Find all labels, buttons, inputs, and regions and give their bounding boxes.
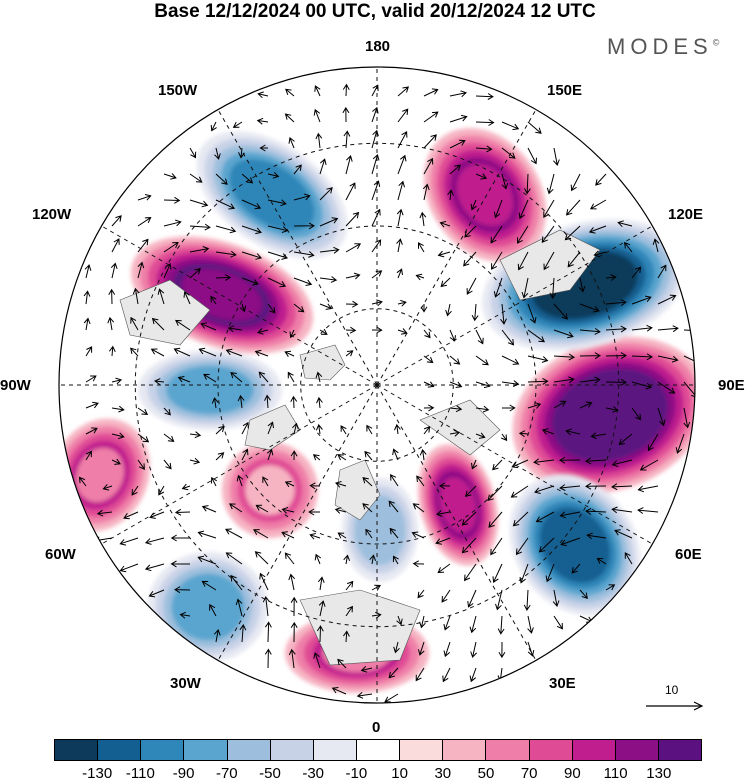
colorbar-swatch-5 bbox=[270, 740, 314, 760]
colorbar-swatch-10 bbox=[486, 740, 530, 760]
colorbar-tick-label: 90 bbox=[564, 765, 581, 782]
lon-label-30w: 30W bbox=[170, 675, 201, 692]
colorbar-swatch-1 bbox=[98, 740, 142, 760]
colorbar bbox=[54, 739, 702, 761]
colorbar-tick-label: -50 bbox=[259, 765, 281, 782]
lon-label-120e: 120E bbox=[668, 206, 704, 223]
lon-label-180: 180 bbox=[365, 38, 391, 55]
lon-label-60w: 60W bbox=[45, 546, 76, 563]
colorbar-tick-label: 130 bbox=[646, 765, 672, 782]
brand-name: MODES bbox=[607, 34, 713, 59]
colorbar-swatch-13 bbox=[615, 740, 659, 760]
colorbar-swatch-8 bbox=[400, 740, 444, 760]
colorbar-tick-label: -130 bbox=[82, 765, 113, 782]
anomaly-fields bbox=[59, 128, 695, 693]
lon-label-150e: 150E bbox=[547, 82, 583, 99]
anomaly-center bbox=[148, 552, 268, 662]
colorbar-swatch-6 bbox=[313, 740, 357, 760]
lon-label-150w: 150W bbox=[158, 82, 198, 99]
anomaly-center bbox=[138, 350, 282, 430]
copyright-mark: © bbox=[712, 37, 720, 48]
colorbar-tick-label: -90 bbox=[172, 765, 195, 782]
lon-label-90e: 90E bbox=[718, 377, 745, 394]
colorbar-tick-label: 10 bbox=[391, 765, 408, 782]
anomaly-center bbox=[417, 444, 499, 566]
map-disk bbox=[59, 67, 695, 703]
wind-vectors bbox=[78, 83, 695, 703]
colorbar-tick-label: 30 bbox=[434, 765, 452, 782]
colorbar-tick-label: -70 bbox=[215, 765, 238, 782]
colorbar-tick-label: 110 bbox=[603, 765, 628, 782]
colorbar-tick-label: 70 bbox=[520, 765, 538, 782]
lon-label-90w: 90W bbox=[0, 377, 31, 394]
anomaly-center bbox=[196, 131, 348, 259]
map-title: Base 12/12/2024 00 UTC, valid 20/12/2024… bbox=[154, 1, 596, 22]
lon-label-60e: 60E bbox=[675, 546, 702, 563]
colorbar-swatch-7 bbox=[356, 740, 401, 760]
coastlines bbox=[119, 229, 601, 666]
colorbar-swatch-11 bbox=[529, 740, 573, 760]
colorbar-swatch-14 bbox=[658, 740, 702, 760]
colorbar-tick-label: -10 bbox=[345, 765, 368, 782]
modes-logo: MODES© bbox=[607, 34, 719, 60]
colorbar-swatch-0 bbox=[55, 740, 99, 760]
colorbar-tick-label: -110 bbox=[125, 765, 155, 782]
reference-vector-arrow bbox=[646, 701, 704, 711]
colorbar-swatch-4 bbox=[227, 740, 271, 760]
anomaly-center bbox=[512, 336, 695, 494]
anomaly-center bbox=[423, 128, 547, 262]
colorbar-swatch-12 bbox=[572, 740, 616, 760]
colorbar-tick-label: -30 bbox=[302, 765, 325, 782]
lon-label-0: 0 bbox=[372, 719, 381, 736]
map-boundary bbox=[58, 66, 696, 704]
lon-label-120w: 120W bbox=[32, 206, 72, 223]
colorbar-swatch-3 bbox=[184, 740, 228, 760]
colorbar-swatch-9 bbox=[443, 740, 487, 760]
colorbar-swatch-2 bbox=[141, 740, 185, 760]
anomaly-center bbox=[222, 442, 318, 538]
lon-label-30e: 30E bbox=[549, 675, 576, 692]
colorbar-tick-label: 50 bbox=[477, 765, 495, 782]
reference-vector-label: 10 bbox=[665, 683, 679, 697]
